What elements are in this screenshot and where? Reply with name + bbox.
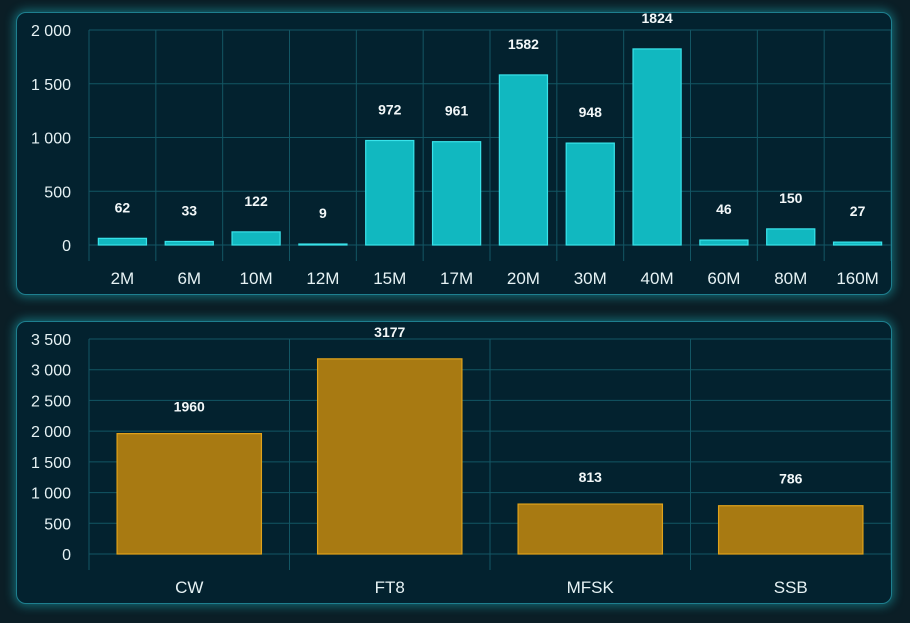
band-bar (431, 141, 482, 246)
band-bar (164, 240, 214, 246)
mode-ytick-label: 3 000 (31, 363, 71, 380)
band-data-label: 33 (181, 202, 197, 218)
band-category-label: 2M (111, 269, 135, 288)
mode-ytick-label: 0 (62, 547, 71, 564)
mode-ytick-label: 2 000 (31, 424, 71, 441)
band-ytick-label: 1 500 (31, 77, 71, 94)
mode-data-label: 1960 (174, 399, 205, 415)
band-bar (632, 48, 682, 246)
band-bar (565, 142, 615, 246)
band-ytick-label: 0 (62, 238, 71, 255)
mode-data-label: 3177 (374, 324, 405, 340)
band-bar (699, 239, 749, 246)
band-data-label: 972 (378, 102, 402, 118)
band-data-label: 1824 (642, 13, 673, 26)
mode-chart-panel: 0 500 1 000 1 500 2 000 2 500 3 000 3 500 1960 CW… (16, 321, 892, 604)
band-ytick-label: 2 000 (31, 23, 71, 40)
band-category-label: 60M (707, 269, 740, 288)
band-category-label: 20M (507, 269, 540, 288)
band-category-label: 17M (440, 269, 473, 288)
band-bar (832, 241, 883, 246)
mode-data-label: 786 (779, 471, 803, 487)
band-bar (231, 231, 281, 246)
mode-category-label: SSB (774, 578, 808, 597)
band-bar (498, 74, 549, 246)
mode-bar (116, 432, 263, 555)
band-data-label: 1582 (508, 36, 539, 52)
mode-ytick-label: 2 500 (31, 393, 71, 410)
band-data-label: 9 (319, 205, 327, 221)
mode-bar (517, 503, 664, 555)
mode-ytick-label: 500 (44, 516, 71, 533)
mode-chart: 0 500 1 000 1 500 2 000 2 500 3 000 3 500 1960 CW… (31, 324, 891, 597)
band-chart: 0 500 1 000 1 500 2 000 62 2M 33 6M 122 10M 9 12M 972… (31, 13, 891, 288)
band-category-label: 12M (306, 269, 339, 288)
mode-ytick-label: 1 000 (31, 486, 71, 503)
mode-ytick-label: 3 500 (31, 332, 71, 349)
band-ytick-label: 500 (44, 184, 71, 201)
band-category-label: 6M (177, 269, 201, 288)
band-category-label: 40M (641, 269, 674, 288)
band-data-label: 150 (779, 190, 803, 206)
mode-ytick-label: 1 500 (31, 455, 71, 472)
band-data-label: 961 (445, 103, 469, 119)
band-bar (298, 243, 348, 246)
mode-bar (717, 505, 864, 555)
band-bar (766, 228, 816, 246)
band-category-label: 160M (836, 269, 879, 288)
band-ytick-label: 1 000 (31, 131, 71, 148)
mode-category-label: CW (175, 578, 203, 597)
band-category-label: 10M (240, 269, 273, 288)
band-category-label: 80M (774, 269, 807, 288)
band-bar (97, 237, 148, 246)
band-category-label: 30M (574, 269, 607, 288)
band-data-label: 27 (850, 203, 866, 219)
band-data-label: 948 (579, 104, 603, 120)
mode-bar (316, 358, 463, 555)
band-data-label: 122 (244, 193, 268, 209)
mode-category-label: FT8 (375, 578, 405, 597)
band-chart-panel: 0 500 1 000 1 500 2 000 62 2M 33 6M 122 10M 9 12M 972… (16, 12, 892, 295)
band-data-label: 46 (716, 201, 732, 217)
band-category-label: 15M (373, 269, 406, 288)
mode-category-label: MFSK (567, 578, 615, 597)
band-bar (365, 139, 415, 246)
band-data-label: 62 (115, 199, 131, 215)
mode-data-label: 813 (579, 469, 603, 485)
